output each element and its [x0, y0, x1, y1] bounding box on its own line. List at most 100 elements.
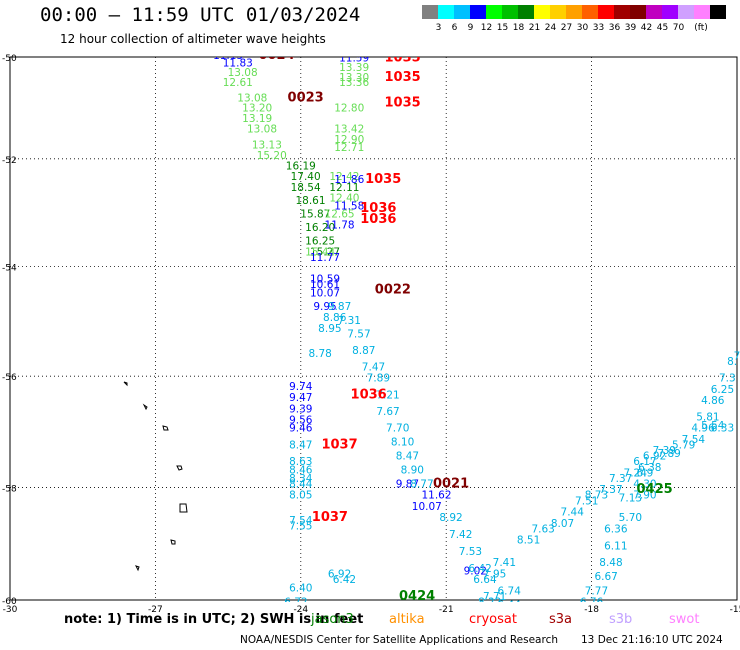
- wave-height-label: 4.96: [691, 423, 715, 435]
- wave-height-label: 17.40: [291, 171, 321, 183]
- wave-height-label: 6.92: [643, 451, 666, 463]
- pass-time-label: 1035: [384, 96, 420, 111]
- island-outline: [142, 403, 148, 411]
- color-scale-label: 42: [640, 23, 653, 33]
- color-scale-label: 9: [467, 23, 474, 33]
- wave-height-label: 11.59: [339, 53, 369, 65]
- wave-height-label: 8.44: [289, 479, 313, 491]
- wave-height-label: 7.44: [561, 507, 585, 519]
- wave-height-label: 6.11: [604, 540, 627, 552]
- wave-height-label: 15.27: [310, 247, 340, 259]
- pass-time-label: 0424: [399, 589, 435, 604]
- wave-height-label: 12.11: [329, 182, 359, 194]
- wave-height-label: 9.87: [328, 301, 351, 313]
- wave-height-label: 7.41: [493, 557, 516, 569]
- wave-height-label: 9.39: [289, 403, 312, 415]
- wave-height-label: 10.07: [412, 501, 442, 513]
- wave-height-label: 13.13: [252, 139, 282, 151]
- wave-height-label: 18.54: [291, 182, 321, 194]
- y-tick-label: -58: [2, 485, 17, 495]
- wave-height-label: 7: [734, 351, 740, 363]
- color-swatch: [534, 5, 550, 19]
- wave-height-label: 8.90: [401, 465, 424, 477]
- wave-height-label: 7.57: [347, 329, 370, 341]
- color-scale-label: 30: [576, 23, 589, 33]
- wave-height-label: 4.86: [701, 395, 725, 407]
- pass-time-label: 1036: [360, 212, 396, 227]
- wave-height-label: 12.40: [329, 192, 359, 204]
- wave-height-label: 13.08: [237, 92, 267, 104]
- y-tick-label: -54: [2, 263, 17, 273]
- wave-height-label: 7.47: [362, 362, 385, 374]
- wave-height-label: 7.70: [386, 423, 409, 435]
- wave-height-label: 7.39: [653, 445, 676, 457]
- wave-height-label: 13.42: [334, 123, 364, 135]
- wave-height-label: 6.42: [333, 574, 356, 586]
- color-scale-label: 3: [435, 23, 442, 33]
- x-tick-label: -30: [3, 605, 18, 615]
- pass-time-label: 1035: [384, 51, 420, 66]
- color-swatch: [678, 5, 694, 19]
- wave-height-label: 5.79: [672, 439, 695, 451]
- pass-time-label: 0021: [433, 477, 469, 492]
- color-swatch: [694, 5, 710, 19]
- color-swatch: [486, 5, 502, 19]
- wave-height-label: 9.74: [289, 381, 313, 393]
- wave-height-label: 6.92: [328, 568, 351, 580]
- wave-height-label: 7.37: [609, 473, 632, 485]
- color-swatch: [614, 5, 630, 19]
- satellite-legend-swot: swot: [669, 612, 700, 627]
- wave-height-label: 10.07: [310, 287, 340, 299]
- wave-height-label: 5.54: [701, 420, 725, 432]
- pass-time-label: 1035: [384, 70, 420, 85]
- color-swatch: [422, 5, 438, 19]
- wave-height-label: 11.86: [334, 174, 364, 186]
- color-swatch: [582, 5, 598, 19]
- color-swatch: [646, 5, 662, 19]
- satellite-legend-cryosat: cryosat: [469, 612, 517, 627]
- wave-height-label: 7.63: [531, 523, 554, 535]
- wave-height-label: 8.46: [289, 465, 313, 477]
- wave-height-label: 7.37: [599, 484, 622, 496]
- color-swatch: [710, 5, 726, 19]
- wave-height-label: 6.36: [604, 523, 628, 535]
- wave-height-label: 6.9: [637, 467, 654, 479]
- island-outline: [179, 503, 188, 513]
- color-swatch: [550, 5, 566, 19]
- wave-height-label: 9.46: [289, 423, 313, 435]
- wave-height-label: 9.47: [289, 392, 312, 404]
- wave-height-label: 8.95: [318, 323, 341, 335]
- page-subtitle: 12 hour collection of altimeter wave hei…: [60, 32, 326, 46]
- wave-height-label: 13.19: [242, 113, 272, 125]
- wave-height-label: 5.70: [619, 512, 642, 524]
- color-swatch: [502, 5, 518, 19]
- wave-height-label: 12.90: [334, 134, 364, 146]
- wave-height-label: 11.77: [310, 252, 340, 264]
- pass-time-label: 1036: [360, 201, 396, 216]
- wave-height-label: 15.20: [257, 150, 287, 162]
- color-scale-legend: 3 6 9 12 15 18 21 24 27 30 33 36 39 42 45 70 (ft): [422, 5, 728, 33]
- satellite-legend-jason3: jason3: [311, 612, 354, 627]
- wave-height-label: 8.07: [551, 518, 574, 530]
- wave-height-label: 7.67: [376, 406, 399, 418]
- pass-time-label: 0425: [637, 482, 673, 497]
- pass-time-label: 1037: [312, 510, 348, 525]
- wave-height-label: 7.71: [483, 591, 506, 603]
- color-swatch: [470, 5, 486, 19]
- wave-height-label: 9.87: [396, 479, 419, 491]
- x-tick-label: -15: [730, 605, 740, 615]
- wave-height-label: 7.95: [483, 568, 506, 580]
- wave-height-label: 11.15: [213, 50, 243, 62]
- footnote-text: note: 1) Time is in UTC; 2) SWH is in fe…: [64, 612, 364, 627]
- wave-height-label: 8.34: [289, 473, 313, 485]
- wave-height-label: 12.80: [334, 103, 364, 115]
- color-scale-label: 15: [496, 23, 509, 33]
- y-tick-label: -52: [2, 156, 17, 166]
- wave-height-label: 11.62: [421, 490, 451, 502]
- wave-height-label: 13.39: [339, 62, 369, 74]
- wave-height-label: 13.08: [228, 67, 258, 79]
- pass-time-label: 0023: [288, 90, 324, 105]
- wave-height-label: 6.42: [468, 563, 491, 575]
- island-outline: [170, 539, 176, 545]
- color-scale-label: 36: [608, 23, 621, 33]
